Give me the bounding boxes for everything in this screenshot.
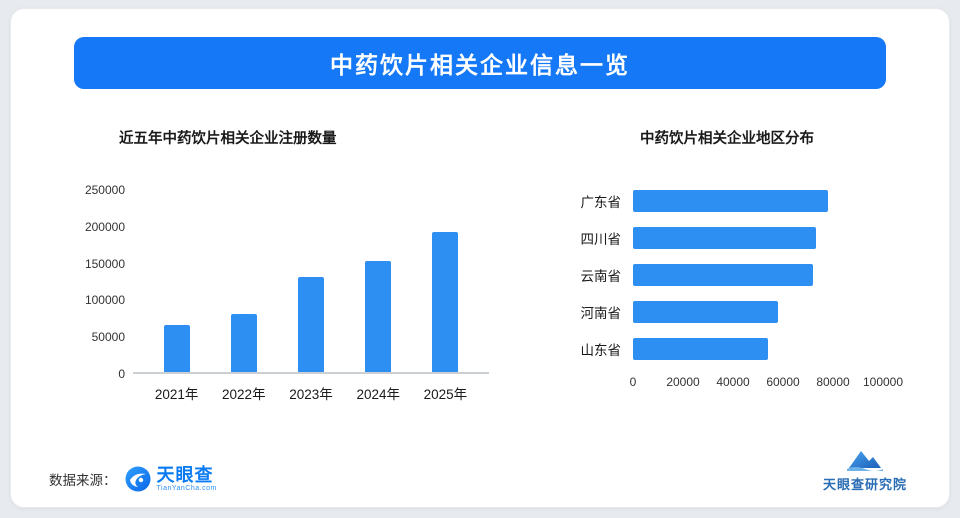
- bar: [633, 301, 778, 323]
- bar: [163, 324, 190, 372]
- source-label: 数据来源：: [49, 473, 117, 489]
- charts-row: 近五年中药饮片相关企业注册数量 0 50000 100000 150000 200000…: [11, 127, 949, 403]
- vbar-x-axis: 2021年 2022年 2023年 2024年 2025年: [133, 383, 489, 403]
- x-tick-label: 20000: [666, 375, 700, 389]
- data-source: 数据来源： 天眼查 TianYanCha.com: [49, 464, 217, 493]
- bar-column: [412, 190, 479, 372]
- x-category-label: 2023年: [289, 387, 333, 402]
- tianyancha-subtext: TianYanCha.com: [156, 485, 217, 493]
- tianyancha-name: 天眼查: [156, 464, 214, 485]
- bar-row: 四川省: [571, 227, 883, 249]
- category-label: 山东省: [580, 343, 622, 358]
- x-tick-label: 80000: [816, 375, 850, 389]
- vbar-plot-wrap: 2021年 2022年 2023年 2024年 2025年: [133, 190, 489, 403]
- x-tick-label: 40000: [716, 375, 750, 389]
- x-tick-label: 60000: [766, 375, 800, 389]
- bar-column: [345, 190, 412, 372]
- tianyancha-logo: 天眼查 TianYanCha.com: [125, 464, 217, 493]
- bar-column: [143, 190, 210, 372]
- tianyancha-wordmark: 天眼查 TianYanCha.com: [156, 464, 217, 493]
- bar-track: [633, 338, 883, 360]
- x-category-label: 2025年: [423, 387, 468, 402]
- research-institute-icon: [846, 451, 883, 471]
- bar: [298, 277, 324, 372]
- x-tick-label: 0: [629, 375, 637, 389]
- bar-column: [277, 190, 344, 372]
- bar-track: [633, 227, 883, 249]
- y-tick-label: 150000: [84, 256, 125, 271]
- footer: 数据来源： 天眼查 TianYanCha.com: [49, 448, 907, 493]
- category-label: 四川省: [580, 232, 622, 247]
- y-tick-label: 0: [118, 367, 125, 381]
- vbar-plot: [133, 190, 489, 374]
- bar: [365, 260, 392, 372]
- region-distribution-chart: 中药饮片相关企业地区分布 广东省四川省云南省河南省山东省 0 20000 40000…: [571, 127, 904, 403]
- vertical-bar-chart: 0 50000 100000 150000 200000 250000 2021年 2022…: [73, 183, 489, 403]
- x-category-label: 2021年: [154, 387, 199, 402]
- bar-row: 广东省: [571, 190, 883, 212]
- x-category-label: 2024年: [356, 387, 400, 402]
- y-tick-label: 200000: [84, 219, 125, 234]
- y-tick-label: 100000: [84, 293, 125, 308]
- bar-row: 云南省: [571, 264, 883, 286]
- bar-track: [633, 190, 883, 212]
- bar: [633, 190, 828, 212]
- hbar-rows: 广东省四川省云南省河南省山东省: [571, 190, 883, 360]
- x-tick-label: 100000: [862, 375, 904, 389]
- infographic-card: 中药饮片相关企业信息一览 近五年中药饮片相关企业注册数量 0 50000 10000…: [10, 8, 950, 508]
- category-label: 云南省: [580, 269, 622, 284]
- title-banner: 中药饮片相关企业信息一览: [74, 37, 886, 89]
- bar: [633, 338, 768, 360]
- bar: [633, 264, 813, 286]
- vbar-y-axis: 0 50000 100000 150000 200000 250000: [73, 183, 133, 381]
- y-tick-label: 50000: [91, 330, 125, 345]
- bar-row: 河南省: [571, 301, 883, 323]
- research-institute-name: 天眼查研究院: [822, 477, 907, 492]
- right-chart-title: 中药饮片相关企业地区分布: [640, 131, 814, 147]
- bar-row: 山东省: [571, 338, 883, 360]
- registration-count-chart: 近五年中药饮片相关企业注册数量 0 50000 100000 150000 200000…: [73, 127, 489, 403]
- bar: [633, 227, 816, 249]
- bar: [432, 231, 459, 372]
- category-label: 河南省: [580, 306, 622, 321]
- y-tick-label: 250000: [84, 183, 125, 197]
- x-category-label: 2022年: [222, 387, 266, 402]
- bar-column: [210, 190, 277, 372]
- left-chart-title: 近五年中药饮片相关企业注册数量: [119, 131, 337, 147]
- bar-track: [633, 301, 883, 323]
- bar: [230, 313, 257, 372]
- tianyancha-icon: [125, 466, 150, 492]
- research-institute-logo: 天眼查研究院: [823, 448, 907, 493]
- page-title: 中药饮片相关企业信息一览: [330, 52, 630, 78]
- hbar-x-axis: 0 20000 40000 60000 80000 100000: [629, 375, 903, 391]
- bar-track: [633, 264, 883, 286]
- category-label: 广东省: [580, 195, 622, 210]
